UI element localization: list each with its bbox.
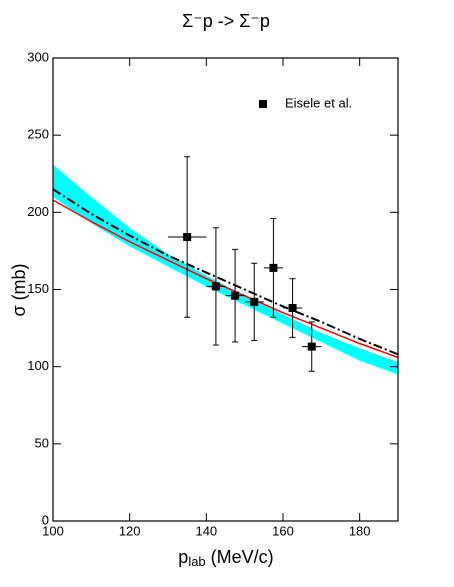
data-point xyxy=(269,263,278,272)
x-tick-label: 100 xyxy=(42,523,64,538)
x-label-main: p xyxy=(178,547,188,567)
data-point xyxy=(288,304,297,313)
data-point xyxy=(211,282,220,291)
y-tick-label: 50 xyxy=(35,435,49,450)
x-tick-label: 180 xyxy=(349,523,371,538)
data-point xyxy=(183,233,192,242)
data-point xyxy=(231,291,240,300)
data-point xyxy=(307,342,316,351)
y-axis-label: σ (mb) xyxy=(9,263,29,316)
legend-marker xyxy=(259,100,267,108)
y-tick-label: 250 xyxy=(27,127,49,142)
y-tick-label: 200 xyxy=(27,204,49,219)
chart-title: Σ⁻p -> Σ⁻p xyxy=(182,11,270,31)
theory-curve xyxy=(52,199,399,359)
y-tick-label: 0 xyxy=(42,512,49,527)
data-point xyxy=(250,297,259,306)
theory-curve xyxy=(52,188,399,356)
y-tick-label: 300 xyxy=(27,49,49,64)
y-tick-label: 150 xyxy=(27,281,49,296)
y-tick-label: 100 xyxy=(27,358,49,373)
x-tick-label: 120 xyxy=(119,523,141,538)
uncertainty-band xyxy=(53,164,398,375)
x-tick-label: 140 xyxy=(195,523,217,538)
x-label-rest: (MeV/c) xyxy=(206,547,274,567)
legend-label: Eisele et al. xyxy=(285,95,352,110)
x-tick-label: 160 xyxy=(272,523,294,538)
x-axis-label: plab (MeV/c) xyxy=(178,547,273,570)
x-label-sub: lab xyxy=(188,554,205,569)
